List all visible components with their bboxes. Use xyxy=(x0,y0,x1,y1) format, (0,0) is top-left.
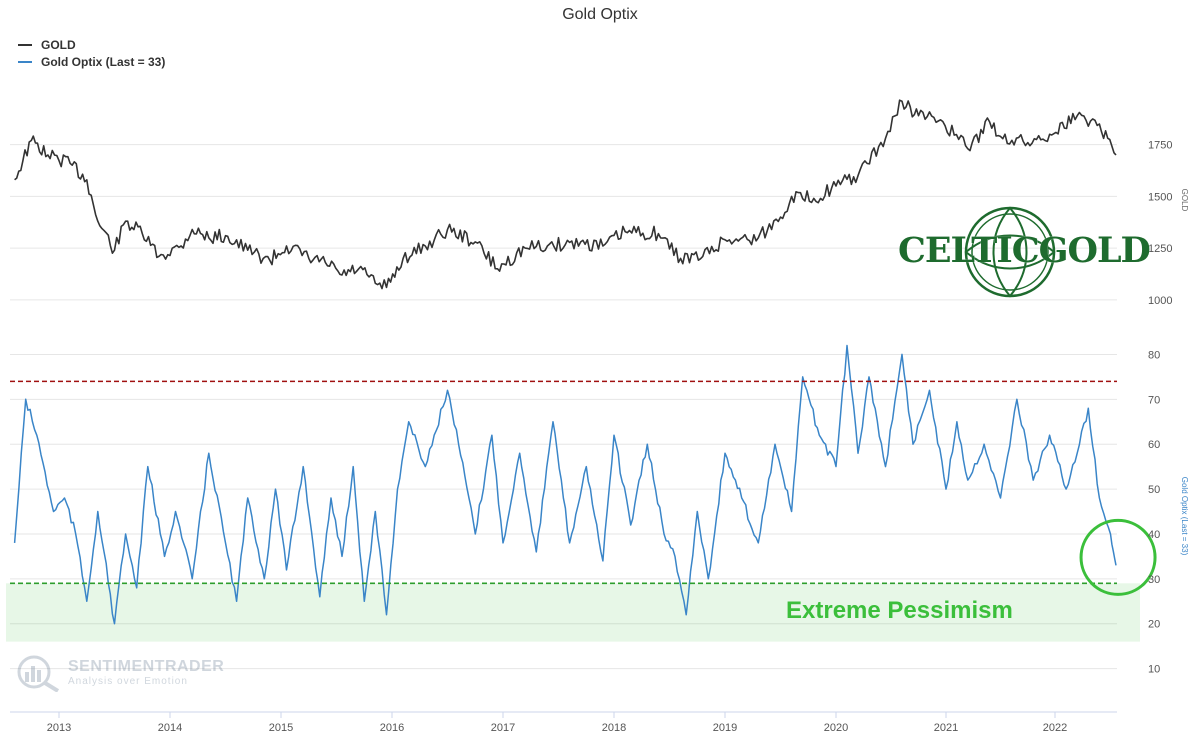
x-tick-label: 2015 xyxy=(269,722,293,734)
last-value-highlight-circle xyxy=(1079,518,1157,596)
gold-optix-line xyxy=(13,344,1117,625)
y-tick-label: 70 xyxy=(1148,394,1160,406)
extreme-pessimism-label: Extreme Pessimism xyxy=(786,597,1013,624)
sentimentrader-tagline: Analysis over Emotion xyxy=(68,676,188,687)
magnifier-chart-icon xyxy=(17,655,60,693)
y-axis-title: Gold Optix (Last = 33) xyxy=(1180,477,1189,556)
celtic-knot-icon xyxy=(964,206,1056,298)
sentimentrader-brand: SENTIMENTRADER xyxy=(68,658,225,675)
x-tick-label: 2018 xyxy=(602,722,626,734)
x-tick-label: 2020 xyxy=(824,722,848,734)
legend-item-optix[interactable]: Gold Optix (Last = 33) xyxy=(18,53,165,70)
extreme-pessimism-band xyxy=(6,583,1140,642)
legend: GOLD Gold Optix (Last = 33) xyxy=(18,36,165,70)
pessimism-band-layer xyxy=(6,583,1140,642)
y-tick-label: 20 xyxy=(1148,619,1160,631)
x-tick-label: 2021 xyxy=(934,722,958,734)
x-tick-label: 2016 xyxy=(380,722,404,734)
y-tick-label: 1250 xyxy=(1148,243,1172,255)
grid-layer xyxy=(10,144,1117,670)
celticgold-logo: CELTICGOLD xyxy=(898,204,1151,300)
x-tick-label: 2013 xyxy=(47,722,71,734)
y-tick-label: 40 xyxy=(1148,529,1160,541)
sentimentrader-watermark: SENTIMENTRADER Analysis over Emotion xyxy=(14,654,224,697)
chart-title: Gold Optix xyxy=(562,6,638,23)
gold-price-line xyxy=(14,99,1117,290)
x-tick-label: 2017 xyxy=(491,722,515,734)
y-axis-title: GOLD xyxy=(1180,189,1189,212)
x-tick-label: 2014 xyxy=(158,722,182,734)
y-tick-label: 60 xyxy=(1148,439,1160,451)
legend-swatch-optix xyxy=(18,60,32,63)
legend-label-gold: GOLD xyxy=(41,37,76,52)
y-tick-label: 80 xyxy=(1148,349,1160,361)
axis-layer: 1000 1250 1500 1750 GOLD 10 20 30 40 50 60 70 80 Gold… xyxy=(10,140,1189,734)
y-tick-label: 30 xyxy=(1148,574,1160,586)
y-tick-label: 1000 xyxy=(1148,295,1172,307)
legend-swatch-gold xyxy=(18,43,32,46)
x-tick-label: 2022 xyxy=(1043,722,1067,734)
y-tick-label: 1500 xyxy=(1148,191,1172,203)
celticgold-wordmark: CELTICGOLD xyxy=(898,230,1151,271)
x-tick-label: 2019 xyxy=(713,722,737,734)
legend-item-gold[interactable]: GOLD xyxy=(18,36,165,53)
y-tick-label: 50 xyxy=(1148,484,1160,496)
y-tick-label: 1750 xyxy=(1148,140,1172,152)
legend-label-optix: Gold Optix (Last = 33) xyxy=(41,54,166,69)
y-tick-label: 10 xyxy=(1148,664,1160,676)
series-layer xyxy=(10,99,1157,625)
